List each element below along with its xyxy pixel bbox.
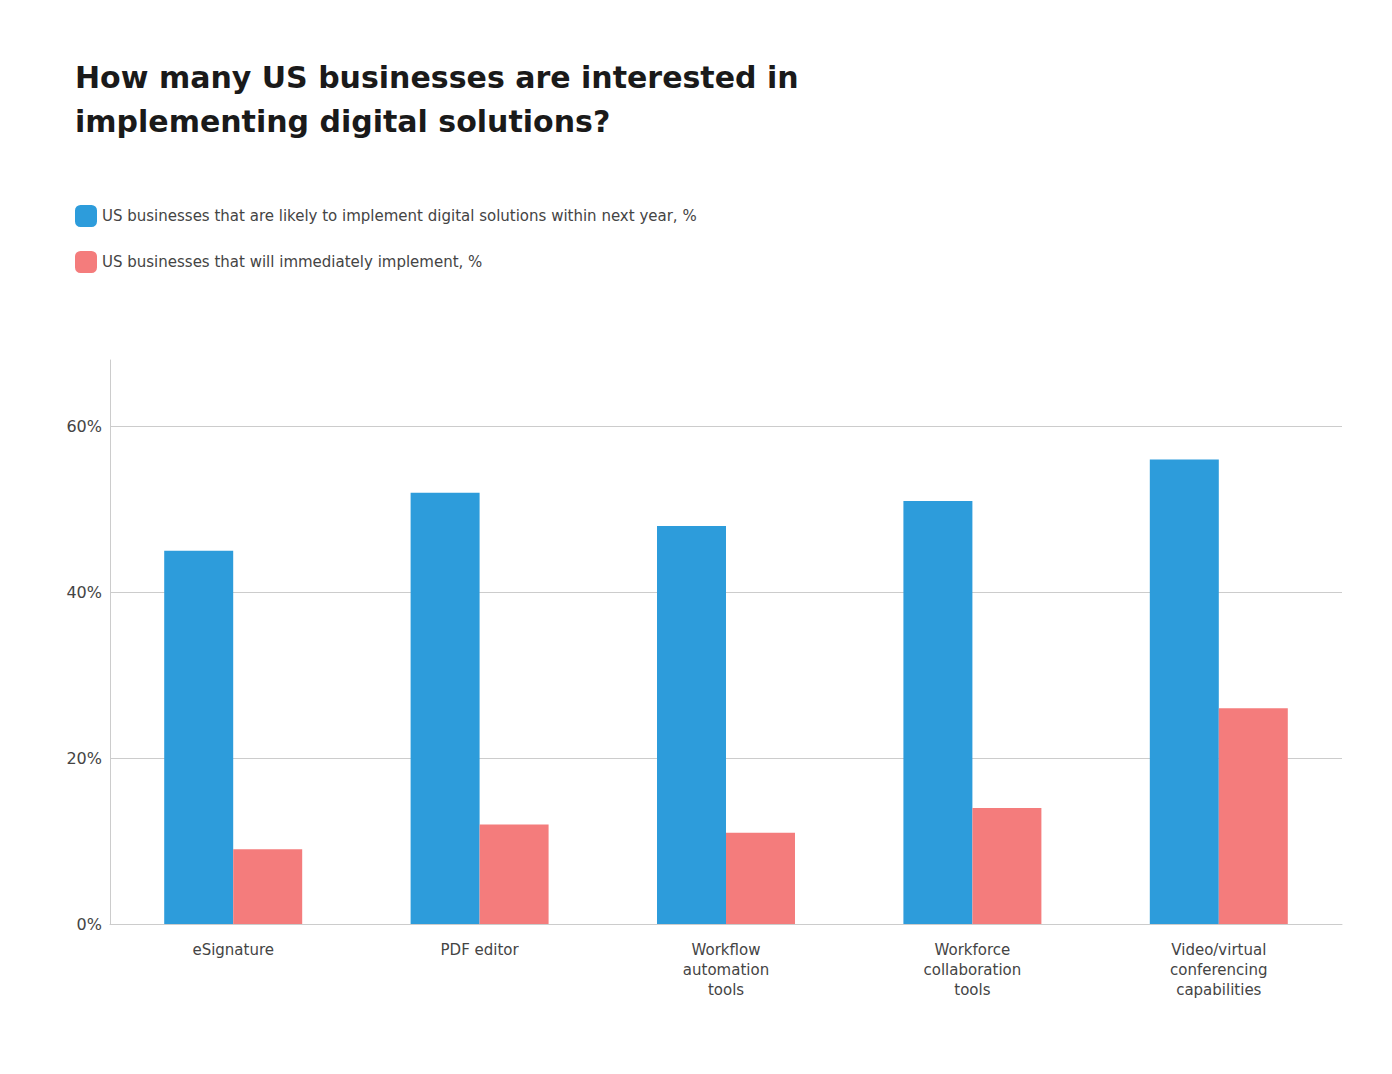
svg-text:tools: tools	[708, 981, 744, 999]
svg-text:eSignature: eSignature	[192, 941, 274, 959]
svg-text:20%: 20%	[66, 749, 102, 768]
svg-text:US businesses that are likely: US businesses that are likely to impleme…	[102, 207, 697, 225]
svg-text:tools: tools	[954, 981, 990, 999]
svg-text:Video/virtual: Video/virtual	[1171, 941, 1266, 959]
svg-text:capabilities: capabilities	[1176, 981, 1261, 999]
svg-text:40%: 40%	[66, 583, 102, 602]
svg-text:Workflow: Workflow	[692, 941, 761, 959]
svg-text:PDF editor: PDF editor	[441, 941, 520, 959]
svg-text:Workforce: Workforce	[935, 941, 1011, 959]
svg-text:conferencing: conferencing	[1170, 961, 1267, 979]
svg-text:60%: 60%	[66, 417, 102, 436]
svg-text:How many US businesses are int: How many US businesses are interested in	[75, 60, 799, 95]
svg-text:collaboration: collaboration	[924, 961, 1022, 979]
svg-text:0%: 0%	[77, 915, 102, 934]
svg-text:implementing digital solutions: implementing digital solutions?	[75, 104, 610, 139]
svg-text:US businesses that will immedi: US businesses that will immediately impl…	[102, 253, 482, 271]
svg-text:automation: automation	[683, 961, 769, 979]
